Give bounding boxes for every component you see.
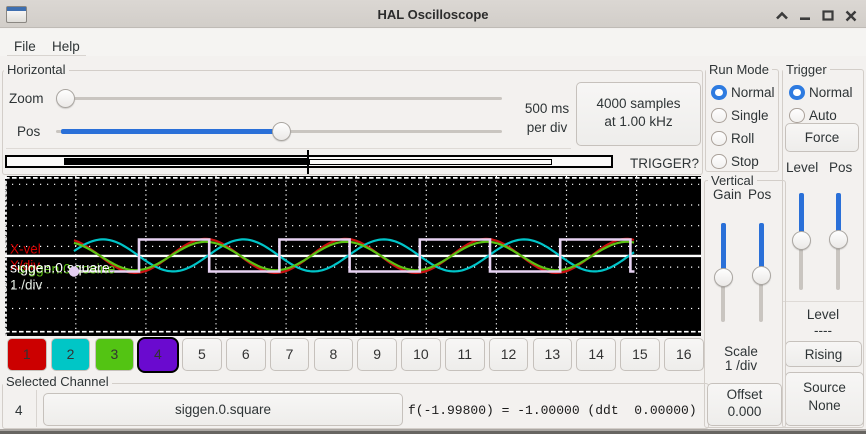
svg-text:X-vel: X-vel (10, 242, 41, 257)
svg-text:siggen.0.cosine: siggen.0.cosine (18, 261, 116, 277)
svg-text:X/div: X/div (10, 258, 40, 273)
svg-text:siggen.0.square: siggen.0.square (10, 260, 110, 276)
svg-text:1 /div: 1 /div (10, 278, 43, 293)
